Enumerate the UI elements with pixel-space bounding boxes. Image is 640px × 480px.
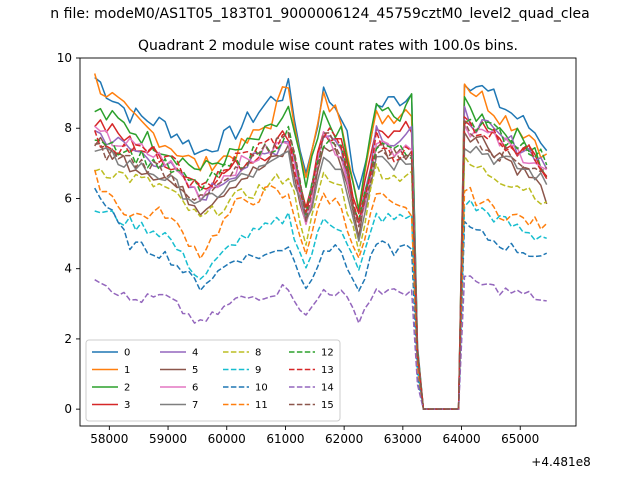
legend-label-15: 15 <box>321 400 334 411</box>
legend-label-10: 10 <box>255 383 268 394</box>
x-tick-label: 58000 <box>90 432 128 446</box>
x-offset-label: +4.481e8 <box>531 455 590 469</box>
x-tick-label: 63000 <box>384 432 422 446</box>
y-tick-label: 6 <box>64 191 72 205</box>
figure-suptitle: n file: modeM0/AS1T05_183T01_9000006124_… <box>50 6 589 22</box>
y-tick-label: 10 <box>57 51 72 65</box>
legend-label-8: 8 <box>255 348 261 359</box>
series-group <box>93 73 548 410</box>
series-line-2 <box>94 93 548 410</box>
series-line-10 <box>94 187 548 410</box>
x-tick-label: 62000 <box>325 432 363 446</box>
y-tick-label: 0 <box>64 402 72 416</box>
series-line-14 <box>94 275 547 410</box>
legend-label-1: 1 <box>124 365 130 376</box>
legend-label-2: 2 <box>124 383 130 394</box>
series-line-7 <box>94 145 548 410</box>
legend-label-4: 4 <box>192 348 198 359</box>
legend-label-9: 9 <box>255 365 261 376</box>
legend-label-14: 14 <box>321 383 334 394</box>
legend-label-5: 5 <box>192 365 198 376</box>
legend-label-7: 7 <box>192 400 198 411</box>
legend-label-12: 12 <box>321 348 334 359</box>
axes-frame <box>79 57 577 427</box>
series-line-5 <box>94 131 548 410</box>
legend-box <box>85 339 341 422</box>
legend-label-6: 6 <box>192 383 198 394</box>
series-line-1 <box>93 73 548 410</box>
legend-label-11: 11 <box>255 400 268 411</box>
series-line-15 <box>94 120 548 410</box>
series-line-6 <box>94 124 548 410</box>
chart-title: Quadrant 2 module wise count rates with … <box>138 38 518 54</box>
y-tick-label: 8 <box>64 121 72 135</box>
legend-label-0: 0 <box>124 348 130 359</box>
series-line-9 <box>94 199 547 410</box>
legend-label-13: 13 <box>321 365 334 376</box>
x-tick-label: 59000 <box>149 432 187 446</box>
series-line-8 <box>94 155 547 410</box>
series-line-13 <box>93 116 548 410</box>
y-tick-label: 2 <box>64 332 72 346</box>
legend-label-3: 3 <box>124 400 130 411</box>
x-tick-label: 61000 <box>266 432 304 446</box>
plot-area <box>93 73 548 410</box>
y-tick-label: 4 <box>64 262 72 276</box>
x-tick-label: 64000 <box>442 432 480 446</box>
x-tick-label: 60000 <box>208 432 246 446</box>
axes: 58000 59000 60000 61000 62000 63000 64000 65000… <box>57 51 577 446</box>
series-line-11 <box>93 169 548 410</box>
x-tick-label: 65000 <box>501 432 539 446</box>
